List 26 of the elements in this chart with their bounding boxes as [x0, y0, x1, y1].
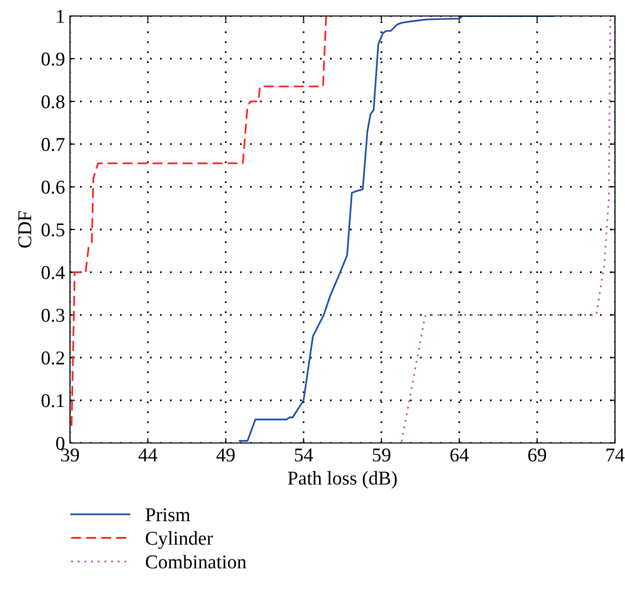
y-tick-label: 0.1 [42, 394, 64, 408]
y-tick-label: 0.4 [42, 266, 65, 280]
x-tick-label: 74 [606, 448, 624, 462]
legend-label: Combination [146, 554, 246, 568]
y-tick-label: 0.5 [42, 223, 64, 237]
x-tick-label: 59 [372, 448, 390, 462]
y-tick-label: 0 [56, 436, 64, 450]
x-tick-label: 39 [61, 448, 79, 462]
y-tick-label: 0.7 [42, 138, 65, 152]
legend-label: Prism [146, 508, 190, 522]
line-series [238, 16, 556, 442]
x-tick-label: 49 [216, 448, 235, 462]
y-tick-label: 0.8 [42, 95, 64, 108]
x-tick-label: 44 [138, 448, 158, 462]
y-axis-title: CDF [18, 211, 32, 248]
line-series [70, 16, 327, 427]
y-tick-label: 0.3 [42, 308, 64, 322]
x-tick-label: 64 [450, 448, 469, 462]
x-axis-title: Path loss (dB) [288, 471, 397, 489]
y-tick-label: 0.9 [42, 52, 64, 66]
x-tick-label: 69 [528, 448, 546, 462]
legend-label: Cylinder [146, 531, 213, 549]
y-tick-label: 0.2 [42, 351, 64, 365]
y-tick-label: 1 [57, 10, 64, 23]
y-tick-label: 0.6 [42, 180, 65, 194]
x-tick-label: 54 [294, 448, 313, 462]
